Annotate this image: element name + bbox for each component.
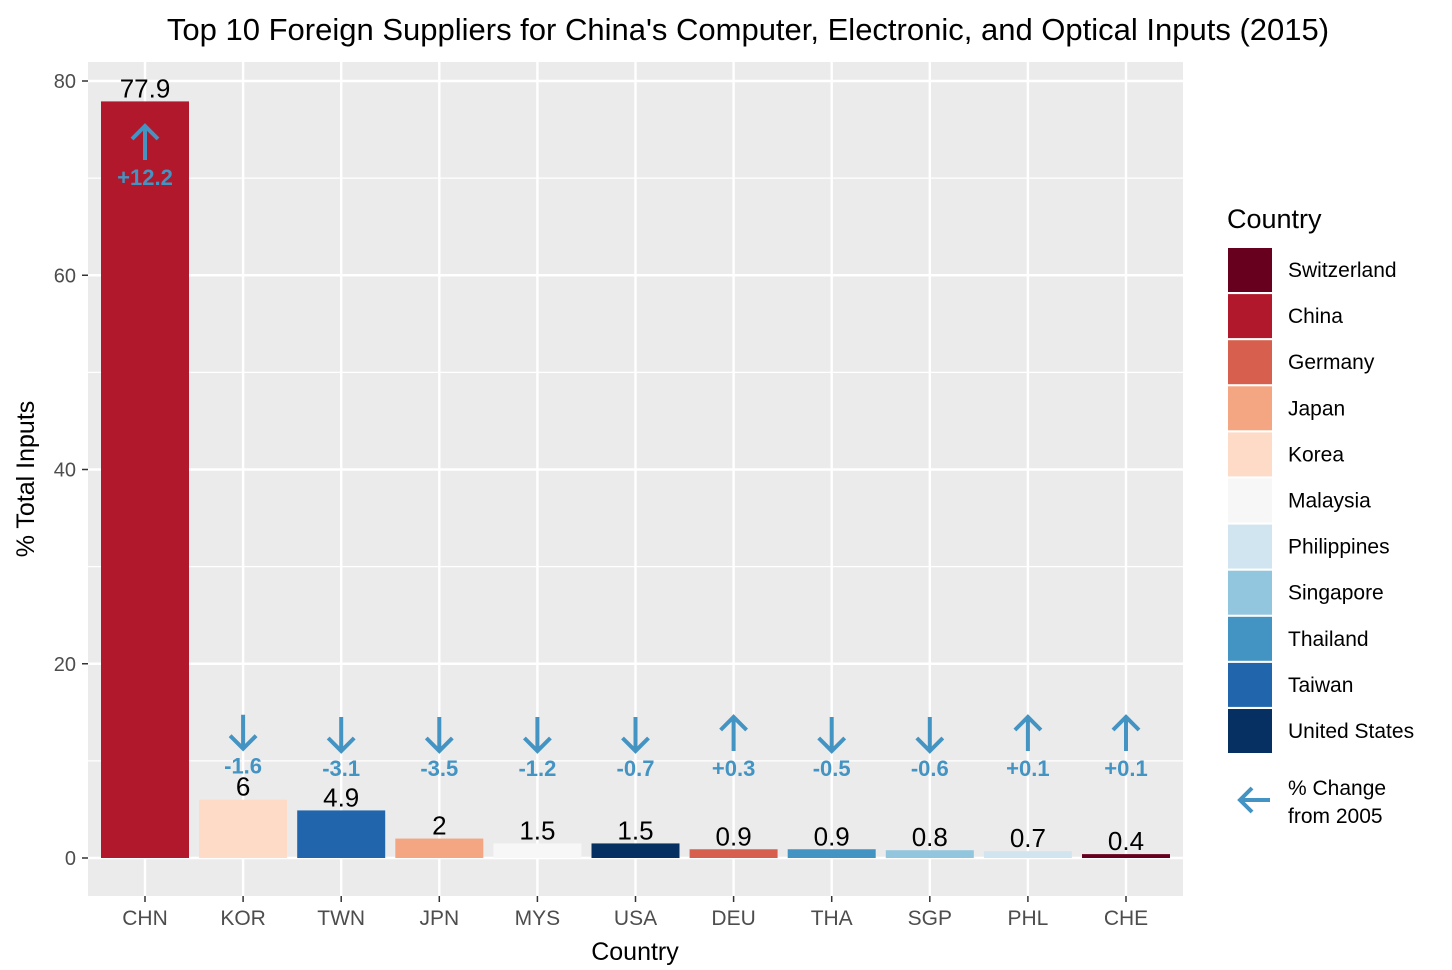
legend-label-japan: Japan bbox=[1288, 397, 1345, 420]
x-tick-label-kor: KOR bbox=[220, 907, 266, 930]
value-label-kor: 6 bbox=[236, 772, 250, 802]
arrow-up-icon-deu bbox=[719, 714, 749, 751]
value-label-twn: 4.9 bbox=[323, 782, 359, 812]
value-label-sgp: 0.8 bbox=[912, 822, 948, 852]
arrow-legend-label-line2: from 2005 bbox=[1288, 805, 1383, 828]
arrow-down-icon-twn bbox=[326, 717, 356, 754]
bar-sgp bbox=[885, 850, 974, 858]
legend-label-germany: Germany bbox=[1288, 351, 1375, 374]
arrow-down-icon-mys bbox=[522, 717, 552, 754]
legend-swatch-philippines bbox=[1228, 524, 1272, 569]
value-label-deu: 0.9 bbox=[716, 821, 752, 851]
value-label-chn: 77.9 bbox=[120, 73, 171, 103]
value-label-tha: 0.9 bbox=[814, 821, 850, 851]
x-tick-label-jpn: JPN bbox=[419, 907, 459, 930]
legend-swatch-singapore bbox=[1228, 570, 1272, 615]
bar-kor bbox=[199, 799, 288, 858]
x-tick-label-tha: THA bbox=[811, 907, 853, 930]
arrow-up-icon-phl bbox=[1013, 714, 1043, 751]
legend-label-taiwan: Taiwan bbox=[1288, 674, 1353, 697]
legend-label-malaysia: Malaysia bbox=[1288, 490, 1371, 513]
value-label-mys: 1.5 bbox=[519, 815, 555, 845]
change-label-kor: -1.6 bbox=[224, 754, 262, 779]
change-label-chn: +12.2 bbox=[117, 165, 173, 190]
change-arrows: +12.2 -1.6 -3.1 -3.5 -1.2 -0.7 +0.3 -0.5 -0.6 +0.… bbox=[117, 123, 1148, 781]
legend-label-united-states: United States bbox=[1288, 720, 1414, 743]
change-label-phl: +0.1 bbox=[1006, 756, 1049, 781]
y-axis-title: % Total Inputs bbox=[12, 401, 40, 558]
arrow-down-icon-kor bbox=[228, 714, 258, 752]
y-tick-label: 40 bbox=[54, 460, 76, 482]
legend-swatch-germany bbox=[1228, 340, 1272, 385]
value-label-usa: 1.5 bbox=[617, 815, 653, 845]
y-tick-label: 60 bbox=[54, 265, 76, 287]
change-label-che: +0.1 bbox=[1104, 756, 1147, 781]
legend: Country Switzerland China Germany Japan Kore… bbox=[1227, 204, 1414, 828]
x-tick-label-mys: MYS bbox=[515, 907, 561, 930]
change-label-usa: -0.7 bbox=[617, 756, 655, 781]
bar-mys bbox=[493, 843, 582, 858]
change-label-twn: -3.1 bbox=[322, 756, 360, 781]
x-tick-label-usa: USA bbox=[614, 907, 657, 930]
legend-label-singapore: Singapore bbox=[1288, 582, 1384, 605]
change-label-mys: -1.2 bbox=[518, 756, 556, 781]
x-tick-label-sgp: SGP bbox=[908, 907, 952, 930]
x-tick-label-chn: CHN bbox=[122, 907, 168, 930]
value-label-jpn: 2 bbox=[432, 811, 446, 841]
value-label-phl: 0.7 bbox=[1010, 823, 1046, 853]
arrow-down-icon-jpn bbox=[424, 717, 454, 754]
x-tick-label-phl: PHL bbox=[1007, 907, 1048, 930]
bar-phl bbox=[983, 851, 1072, 858]
bar-chn bbox=[101, 101, 189, 859]
legend-label-korea: Korea bbox=[1288, 443, 1344, 466]
legend-swatch-united-states bbox=[1228, 709, 1272, 753]
change-label-jpn: -3.5 bbox=[420, 756, 458, 781]
x-tick-label-deu: DEU bbox=[711, 907, 755, 930]
legend-label-thailand: Thailand bbox=[1288, 628, 1369, 651]
y-tick-label: 20 bbox=[54, 654, 76, 676]
legend-swatch-thailand bbox=[1228, 616, 1272, 661]
bar-usa bbox=[591, 843, 680, 858]
change-label-tha: -0.5 bbox=[813, 756, 851, 781]
legend-label-switzerland: Switzerland bbox=[1288, 259, 1397, 282]
value-label-che: 0.4 bbox=[1108, 826, 1144, 856]
bar-deu bbox=[689, 849, 778, 858]
legend-label-philippines: Philippines bbox=[1288, 536, 1390, 559]
x-tick-label-twn: TWN bbox=[317, 907, 365, 930]
arrow-up-icon-chn bbox=[130, 123, 160, 160]
legend-swatch-switzerland bbox=[1228, 248, 1272, 292]
legend-swatch-china bbox=[1228, 294, 1272, 339]
bar-tha bbox=[787, 849, 876, 858]
y-axis: 0 20 40 60 80 bbox=[54, 71, 88, 870]
arrow-down-icon-usa bbox=[621, 717, 650, 754]
bar-jpn bbox=[395, 838, 484, 858]
legend-swatch-malaysia bbox=[1228, 478, 1272, 523]
chart-title: Top 10 Foreign Suppliers for China's Com… bbox=[167, 12, 1329, 47]
y-tick-label: 0 bbox=[65, 848, 76, 870]
arrow-legend-icon bbox=[1237, 786, 1270, 814]
change-label-deu: +0.3 bbox=[712, 756, 755, 781]
x-tick-label-che: CHE bbox=[1104, 907, 1148, 930]
legend-swatch-japan bbox=[1228, 386, 1272, 431]
legend-label-china: China bbox=[1288, 305, 1343, 328]
legend-swatch-taiwan bbox=[1228, 662, 1272, 707]
change-label-sgp: -0.6 bbox=[911, 756, 949, 781]
arrow-up-icon-che bbox=[1111, 714, 1141, 751]
bar-twn bbox=[297, 810, 386, 858]
bar-che bbox=[1082, 854, 1170, 858]
arrow-down-icon-tha bbox=[817, 717, 847, 754]
x-axis: CHN KOR TWN JPN MYS USA DEU THA SGP PHL CHE bbox=[122, 896, 1148, 930]
arrow-legend-label-line1: % Change bbox=[1288, 777, 1386, 800]
legend-title: Country bbox=[1227, 204, 1322, 234]
value-labels: 77.9 6 4.9 2 1.5 1.5 0.9 0.9 0.8 0.7 0.4 bbox=[120, 73, 1144, 856]
arrow-down-icon-sgp bbox=[915, 717, 945, 754]
x-axis-title: Country bbox=[591, 938, 679, 966]
legend-swatch-korea bbox=[1228, 432, 1272, 477]
y-tick-label: 80 bbox=[54, 71, 76, 93]
bars bbox=[101, 101, 1170, 859]
